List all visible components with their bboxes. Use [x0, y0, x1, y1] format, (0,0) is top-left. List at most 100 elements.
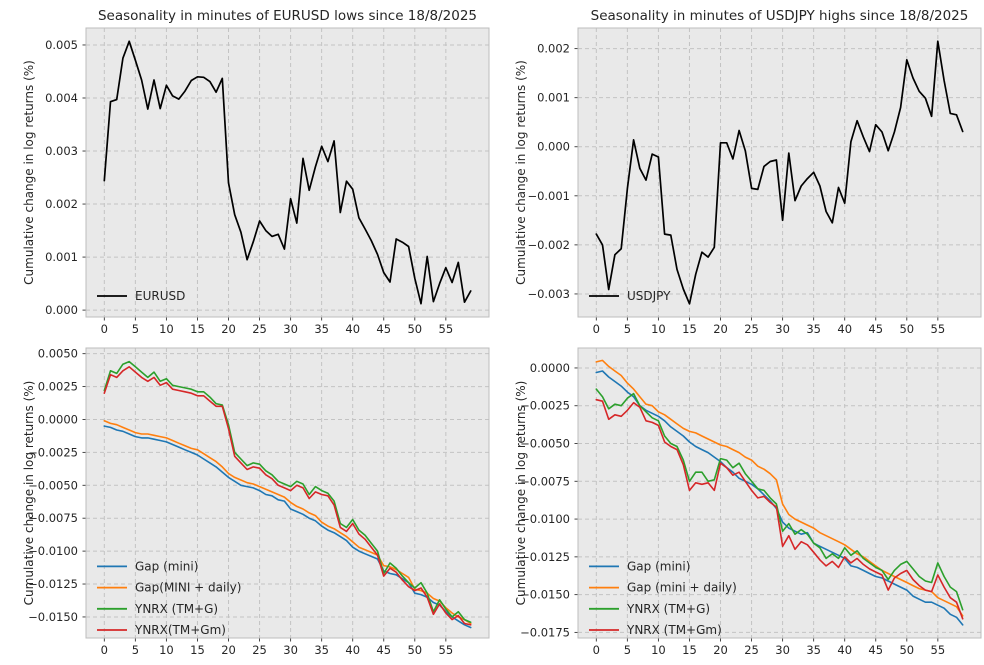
- x-tick-label: 30: [283, 643, 298, 657]
- legend-label: YNRX (TM+G): [134, 602, 218, 616]
- panel-eurusd-strategies: 0 5 10 15 20 25 30 35 40 45 50 55 0.0050 0.0025 0.0000…: [22, 347, 490, 657]
- y-tick-label: 0.0050: [38, 347, 78, 361]
- y-tick-label: −0.0050: [520, 437, 570, 451]
- x-tick-label: 40: [837, 322, 852, 336]
- x-tick-label: 15: [190, 643, 205, 657]
- plot-area: [86, 28, 489, 317]
- x-tick-label: 0: [101, 643, 108, 657]
- axes-border: [85, 347, 490, 639]
- y-tick-label: −0.0025: [28, 445, 78, 459]
- axes-border: [577, 347, 982, 639]
- legend-label: Gap (mini): [135, 559, 198, 573]
- y-tick-label: −0.0025: [520, 399, 570, 413]
- legend-label: YNRX (TM+G): [626, 602, 710, 616]
- y-tick-label: −0.0125: [28, 577, 78, 591]
- y-axis-label: Cumulative change in log returns (%): [22, 60, 36, 285]
- x-tick-label: 45: [868, 322, 883, 336]
- x-tick-label: 5: [132, 322, 139, 336]
- x-tick-label: 20: [713, 643, 728, 657]
- x-tick-label: 15: [682, 643, 697, 657]
- x-tick-label: 25: [252, 322, 267, 336]
- y-axis-label: Cumulative change in log returns (%): [22, 381, 36, 606]
- legend-label: Gap (mini + daily): [627, 581, 737, 595]
- y-axis-label: Cumulative change in log returns (%): [514, 381, 528, 606]
- y-tick-label: −0.003: [527, 287, 570, 301]
- x-tick-label: 30: [775, 322, 790, 336]
- x-tick-label: 50: [407, 322, 422, 336]
- x-tick-label: 25: [744, 322, 759, 336]
- x-tick-label: 20: [713, 322, 728, 336]
- y-tick-label: 0.003: [45, 144, 78, 158]
- series-line-ynrx-tm-g: [103, 360, 472, 624]
- y-tick-label: 0.002: [45, 197, 78, 211]
- chart-title: Seasonality in minutes of USDJPY highs s…: [591, 8, 969, 24]
- x-tick-label: 20: [221, 643, 236, 657]
- y-tick-label: −0.0050: [28, 478, 78, 492]
- x-tick-label: 35: [806, 322, 821, 336]
- y-tick-label: 0.000: [45, 303, 78, 317]
- x-tick-label: 15: [190, 322, 205, 336]
- x-tick-label: 30: [283, 322, 298, 336]
- series-line-usdjpy: [595, 40, 964, 305]
- x-tick-label: 35: [314, 322, 329, 336]
- series-line-ynrx-tm-gm: [103, 365, 472, 626]
- series-line-eurusd: [103, 40, 472, 305]
- x-tick-label: 25: [252, 643, 267, 657]
- legend-label: EURUSD: [135, 289, 185, 303]
- panel-eurusd-lows: 0 5 10 15 20 25 30 35 40 45 50 55 0.000 0.001 0.002 0.0…: [22, 8, 490, 336]
- y-tick-label: 0.000: [537, 140, 570, 154]
- y-tick-label: 0.0000: [38, 412, 78, 426]
- x-tick-label: 0: [593, 322, 600, 336]
- y-tick-label: −0.0100: [28, 544, 78, 558]
- x-tick-label: 15: [682, 322, 697, 336]
- x-tick-label: 50: [899, 322, 914, 336]
- y-tick-label: −0.001: [527, 189, 570, 203]
- x-tick-label: 45: [376, 643, 391, 657]
- y-tick-label: −0.0150: [520, 588, 570, 602]
- legend-label: YNRX (TM+Gm): [626, 623, 722, 637]
- x-tick-label: 35: [314, 643, 329, 657]
- x-tick-label: 20: [221, 322, 236, 336]
- axes-border: [85, 27, 490, 318]
- x-tick-label: 50: [899, 643, 914, 657]
- legend-label: Gap (mini): [627, 559, 690, 573]
- y-tick-label: 0.002: [537, 42, 570, 56]
- series-line-ynrx-tm-g: [595, 388, 964, 611]
- legend-label: Gap(MINI + daily): [135, 581, 241, 595]
- axes-border: [577, 27, 982, 318]
- series-line-gap-mini-daily: [595, 359, 964, 617]
- panel-usdjpy-highs: 0 5 10 15 20 25 30 35 40 45 50 55 −0.003 −0.002 −0.001…: [514, 8, 982, 336]
- y-tick-label: 0.0000: [530, 361, 570, 375]
- series-line-ynrx-tm-gm: [595, 398, 964, 620]
- x-tick-label: 35: [806, 643, 821, 657]
- y-axis-label: Cumulative change in log returns (%): [514, 60, 528, 285]
- x-tick-label: 40: [345, 643, 360, 657]
- x-tick-label: 25: [744, 643, 759, 657]
- x-tick-label: 10: [651, 643, 666, 657]
- y-tick-label: −0.0150: [28, 610, 78, 624]
- x-tick-label: 5: [132, 643, 139, 657]
- x-tick-label: 55: [439, 322, 454, 336]
- x-tick-label: 45: [376, 322, 391, 336]
- x-tick-label: 10: [159, 322, 174, 336]
- y-tick-label: −0.0075: [520, 474, 570, 488]
- y-tick-label: −0.0075: [28, 511, 78, 525]
- x-tick-label: 40: [345, 322, 360, 336]
- x-tick-label: 45: [868, 643, 883, 657]
- plot-area: [578, 28, 981, 317]
- x-tick-label: 50: [407, 643, 422, 657]
- y-tick-label: 0.0025: [38, 380, 78, 394]
- y-tick-label: 0.005: [45, 38, 78, 52]
- x-tick-label: 5: [624, 643, 631, 657]
- y-tick-label: 0.004: [45, 91, 78, 105]
- x-tick-label: 0: [593, 643, 600, 657]
- x-tick-label: 10: [159, 643, 174, 657]
- x-tick-label: 0: [101, 322, 108, 336]
- y-tick-label: −0.0125: [520, 550, 570, 564]
- y-tick-label: −0.0175: [520, 625, 570, 639]
- panel-usdjpy-strategies: 0 5 10 15 20 25 30 35 40 45 50 55 0.0000 −0.0025 −0.00…: [514, 347, 982, 657]
- legend-label: USDJPY: [627, 289, 671, 303]
- y-tick-label: 0.001: [537, 91, 570, 105]
